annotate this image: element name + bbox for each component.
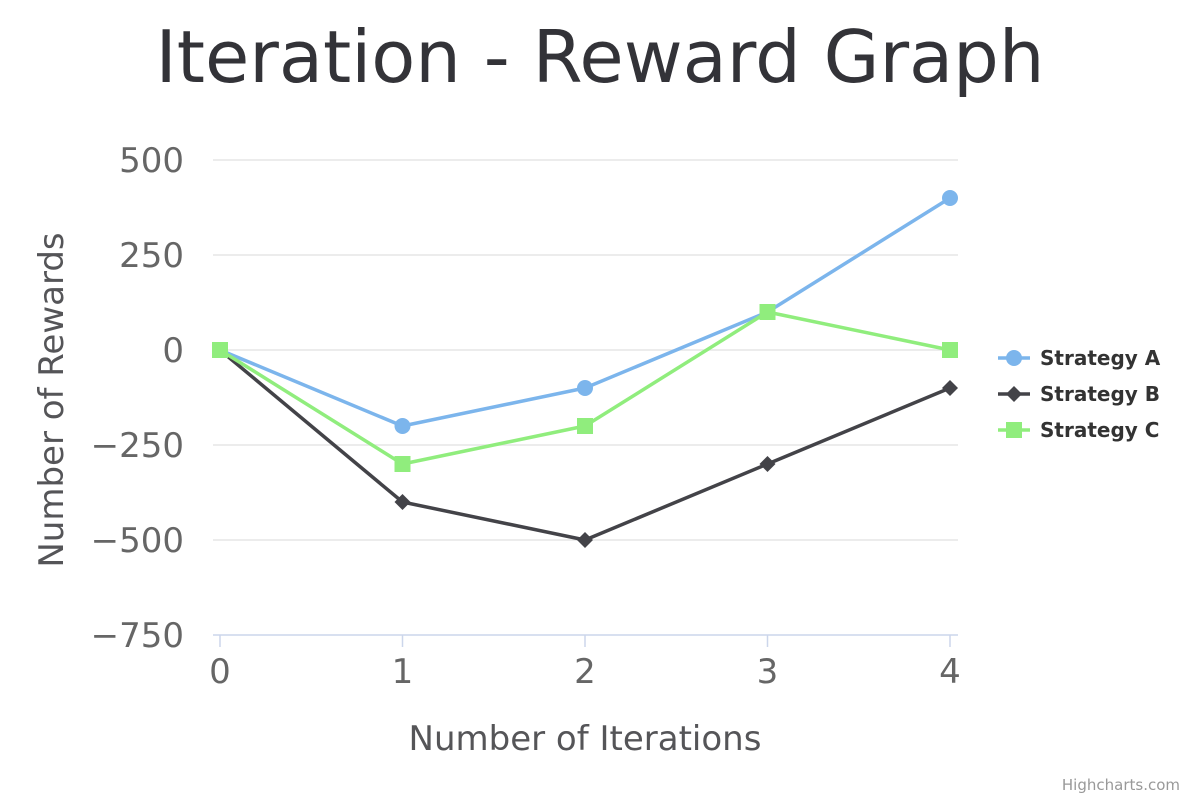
legend-label: Strategy A [1040, 346, 1161, 370]
data-point[interactable] [759, 304, 776, 320]
x-axis-ticks [219, 635, 951, 647]
legend-marker [1006, 350, 1022, 366]
data-point[interactable] [212, 342, 228, 358]
y-tick-label: 250 [119, 236, 184, 276]
legend-marker [1006, 386, 1022, 402]
legend-marker [1006, 422, 1022, 438]
data-point[interactable] [394, 418, 411, 434]
data-point[interactable] [577, 380, 593, 396]
series-strategy-c [212, 304, 958, 472]
x-axis-tick-labels: 0 1 2 3 4 [209, 652, 961, 692]
x-tick-label: 4 [939, 652, 961, 692]
legend-item-strategy-c[interactable]: Strategy C [998, 418, 1159, 442]
data-point[interactable] [394, 494, 411, 510]
grid-lines [213, 159, 958, 541]
data-point[interactable] [577, 532, 593, 548]
y-tick-label: −750 [91, 616, 184, 656]
y-axis-title: Number of Rewards [32, 232, 72, 567]
x-tick-label: 0 [209, 652, 231, 692]
data-point[interactable] [759, 456, 776, 472]
legend-label: Strategy B [1040, 382, 1160, 406]
y-tick-label: 0 [162, 331, 184, 371]
legend-item-strategy-b[interactable]: Strategy B [998, 382, 1160, 406]
legend-item-strategy-a[interactable]: Strategy A [998, 346, 1161, 370]
y-tick-label: 500 [119, 141, 184, 181]
legend-label: Strategy C [1040, 418, 1159, 442]
y-axis-tick-labels: 500 250 0 −250 −500 −750 [91, 141, 184, 656]
x-tick-label: 3 [757, 652, 779, 692]
data-point[interactable] [942, 342, 958, 358]
x-tick-label: 2 [574, 652, 596, 692]
series-group [212, 190, 958, 548]
x-tick-label: 1 [392, 652, 414, 692]
data-point[interactable] [577, 418, 593, 434]
credits-link[interactable]: Highcharts.com [1062, 776, 1180, 794]
y-tick-label: −500 [91, 521, 184, 561]
y-tick-label: −250 [91, 426, 184, 466]
chart-title: Iteration - Reward Graph [155, 15, 1044, 99]
data-point[interactable] [942, 380, 958, 396]
data-point[interactable] [942, 190, 958, 206]
legend: Strategy A Strategy B Strategy C [998, 346, 1161, 442]
x-axis-title: Number of Iterations [409, 719, 762, 759]
data-point[interactable] [394, 456, 411, 472]
series-strategy-a [212, 190, 958, 434]
